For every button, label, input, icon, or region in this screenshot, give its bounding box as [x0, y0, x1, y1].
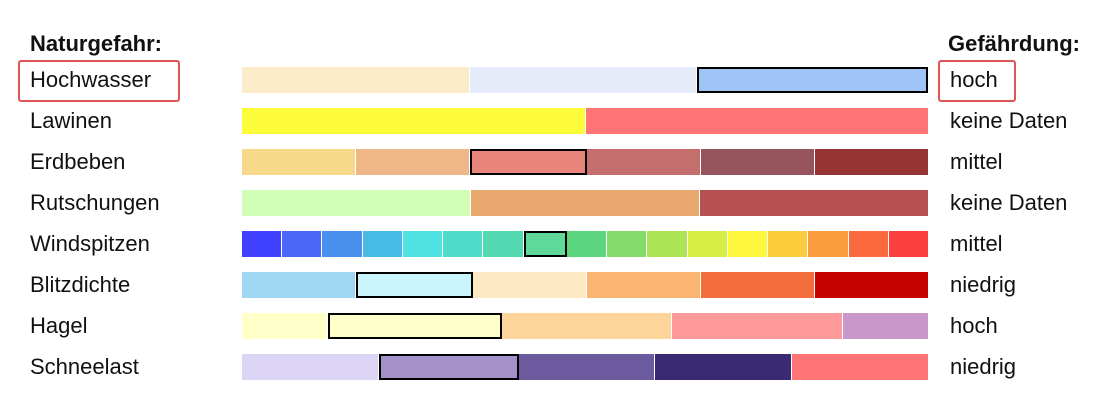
- scale-segment[interactable]: [483, 231, 524, 257]
- scale-segment[interactable]: [701, 149, 815, 175]
- hazard-label-lawinen[interactable]: Lawinen: [30, 108, 112, 133]
- scale-segment[interactable]: [471, 190, 700, 216]
- scale-segment[interactable]: [687, 231, 728, 257]
- hazard-level-erdbeben: mittel: [950, 149, 1003, 174]
- scale-segment[interactable]: [242, 231, 283, 257]
- scale-segment[interactable]: [701, 272, 815, 298]
- scale-segment[interactable]: [566, 231, 608, 257]
- hazard-level-hochwasser: hoch: [950, 67, 998, 92]
- scale-segment[interactable]: [322, 231, 363, 257]
- scale-segment[interactable]: [242, 67, 470, 93]
- scale-segment[interactable]: [888, 231, 928, 257]
- scale-segment[interactable]: [697, 67, 929, 93]
- highlight-box-value: [938, 60, 1016, 102]
- hazard-scale-hagel: [242, 313, 928, 339]
- hazard-level-header: Gefährdung:: [948, 31, 1080, 56]
- scale-segment[interactable]: [727, 231, 769, 257]
- scale-segment[interactable]: [242, 149, 356, 175]
- scale-segment[interactable]: [242, 108, 586, 134]
- hazard-label-schneelast[interactable]: Schneelast: [30, 354, 139, 379]
- scale-segment[interactable]: [518, 354, 656, 380]
- scale-segment[interactable]: [327, 313, 502, 339]
- scale-segment[interactable]: [815, 149, 928, 175]
- hazard-label-blitzdichte[interactable]: Blitzdichte: [30, 272, 131, 297]
- scale-segment[interactable]: [356, 149, 470, 175]
- scale-segment[interactable]: [443, 231, 484, 257]
- hazard-scale-schneelast: [242, 354, 928, 380]
- scale-segment[interactable]: [523, 231, 567, 257]
- natural-hazard-header: Naturgefahr:: [30, 31, 163, 56]
- hazard-label-erdbeben[interactable]: Erdbeben: [30, 149, 126, 174]
- hazard-label-rutschungen[interactable]: Rutschungen: [30, 190, 160, 215]
- scale-segment[interactable]: [843, 313, 928, 339]
- scale-segment[interactable]: [469, 67, 698, 93]
- hazard-scale-hochwasser: [242, 67, 929, 93]
- scale-segment[interactable]: [607, 231, 648, 257]
- scale-segment[interactable]: [647, 231, 688, 257]
- scale-segment[interactable]: [470, 149, 587, 175]
- scale-segment[interactable]: [242, 313, 328, 339]
- scale-segment[interactable]: [768, 231, 809, 257]
- highlight-box-label: [18, 60, 180, 102]
- scale-segment[interactable]: [473, 272, 587, 298]
- hazard-scale-erdbeben: [242, 149, 928, 175]
- hazard-scale-lawinen: [242, 108, 928, 134]
- scale-segment[interactable]: [672, 313, 844, 339]
- scale-segment[interactable]: [242, 354, 379, 380]
- scale-segment[interactable]: [356, 272, 473, 298]
- scale-segment[interactable]: [378, 354, 519, 380]
- scale-segment[interactable]: [808, 231, 849, 257]
- scale-segment[interactable]: [792, 354, 928, 380]
- scale-segment[interactable]: [655, 354, 793, 380]
- scale-segment[interactable]: [501, 313, 673, 339]
- scale-segment[interactable]: [815, 272, 928, 298]
- hazard-scale-windspitzen: [242, 231, 928, 257]
- scale-segment[interactable]: [848, 231, 889, 257]
- scale-segment[interactable]: [242, 272, 356, 298]
- scale-segment[interactable]: [587, 149, 701, 175]
- hazard-level-windspitzen: mittel: [950, 231, 1003, 256]
- scale-segment[interactable]: [282, 231, 323, 257]
- hazard-level-blitzdichte: niedrig: [950, 272, 1017, 297]
- hazard-level-hagel: hoch: [950, 313, 998, 338]
- scale-segment[interactable]: [587, 272, 701, 298]
- scale-segment[interactable]: [585, 108, 928, 134]
- hazard-level-rutschungen: keine Daten: [950, 190, 1068, 215]
- scale-segment[interactable]: [362, 231, 403, 257]
- scale-segment[interactable]: [242, 190, 471, 216]
- scale-segment[interactable]: [700, 190, 928, 216]
- hazard-label-hochwasser[interactable]: Hochwasser: [30, 67, 152, 92]
- hazard-scale-rutschungen: [242, 190, 928, 216]
- hazard-label-hagel[interactable]: Hagel: [30, 313, 88, 338]
- scale-segment[interactable]: [402, 231, 444, 257]
- hazard-level-lawinen: keine Daten: [950, 108, 1068, 133]
- hazard-scale-blitzdichte: [242, 272, 928, 298]
- hazard-label-windspitzen[interactable]: Windspitzen: [30, 231, 150, 256]
- hazard-level-schneelast: niedrig: [950, 354, 1017, 379]
